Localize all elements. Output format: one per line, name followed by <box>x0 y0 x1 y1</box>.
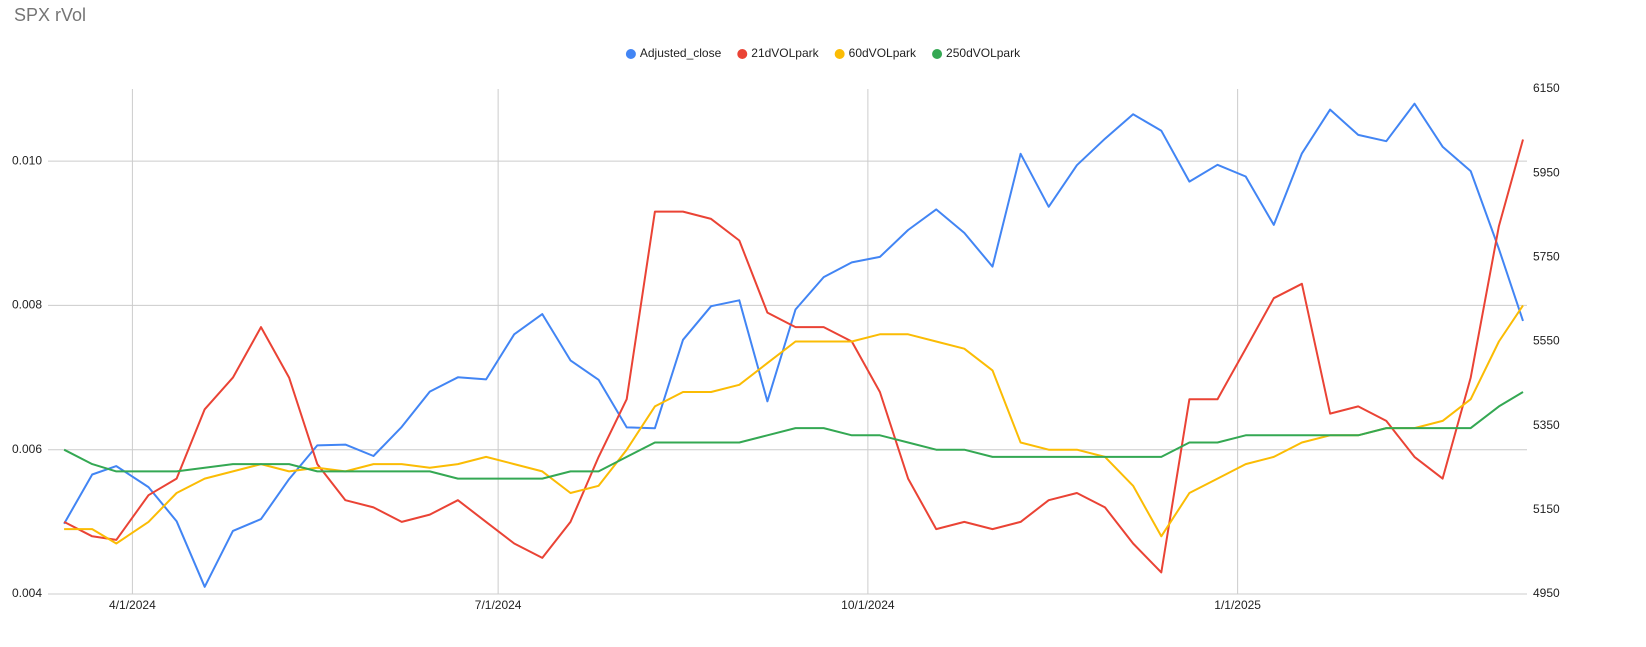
legend-label: 250dVOLpark <box>946 46 1021 60</box>
legend: Adjusted_close 21dVOLpark 60dVOLpark 250dVO… <box>625 46 1021 60</box>
legend-label: 21dVOLpark <box>751 46 819 60</box>
legend-item: 60dVOLpark <box>834 46 917 60</box>
y2-tick-label: 5950 <box>1533 165 1560 179</box>
y-tick-label: 0.006 <box>12 442 42 456</box>
y-tick-label: 0.008 <box>12 298 42 312</box>
x-tick-label: 7/1/2024 <box>475 598 522 612</box>
series-line <box>63 391 1524 480</box>
y2-tick-label: 4950 <box>1533 586 1560 600</box>
legend-marker <box>625 49 636 59</box>
legend-marker <box>737 49 748 59</box>
y2-tick-label: 5750 <box>1533 250 1560 264</box>
x-tick-label: 4/1/2024 <box>109 598 156 612</box>
legend-item: 250dVOLpark <box>932 46 1021 60</box>
legend-marker <box>932 49 943 59</box>
legend-item: 21dVOLpark <box>737 46 820 60</box>
y2-tick-label: 5350 <box>1533 418 1560 432</box>
legend-marker <box>834 49 845 59</box>
series-line <box>64 304 1524 545</box>
series-line <box>63 139 1524 574</box>
chart-title: SPX rVol <box>14 5 86 25</box>
x-tick-label: 10/1/2024 <box>841 598 895 612</box>
y2-tick-label: 5550 <box>1533 334 1560 348</box>
legend-label: 60dVOLpark <box>849 46 917 60</box>
y-tick-label: 0.010 <box>12 153 42 167</box>
legend-label: Adjusted_close <box>640 46 722 60</box>
legend-item: Adjusted_close <box>625 46 722 60</box>
y2-tick-label: 6150 <box>1533 81 1560 95</box>
y2-tick-label: 5150 <box>1533 502 1560 516</box>
series-line <box>63 102 1524 588</box>
x-tick-label: 1/1/2025 <box>1214 598 1261 612</box>
y-tick-label: 0.004 <box>12 586 42 600</box>
